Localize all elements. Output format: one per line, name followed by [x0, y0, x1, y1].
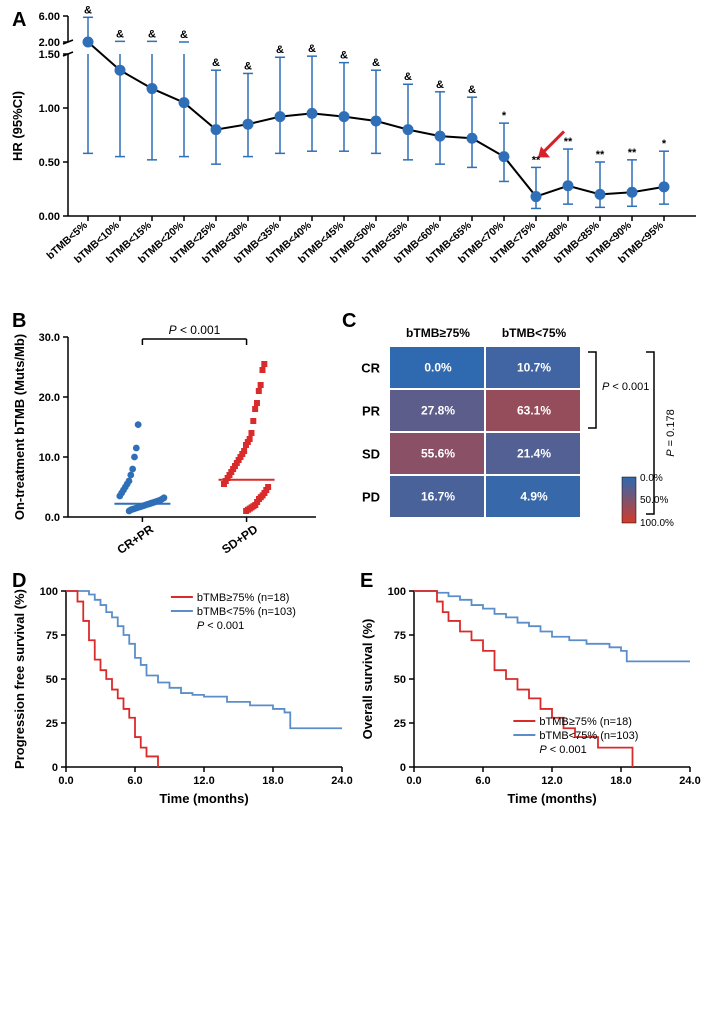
svg-text:100.0%: 100.0%: [640, 518, 674, 529]
svg-text:&: &: [84, 6, 92, 16]
svg-text:CR+PR: CR+PR: [114, 522, 156, 557]
svg-text:0.50: 0.50: [39, 157, 60, 169]
svg-text:16.7%: 16.7%: [421, 490, 455, 504]
panel-c-chart: C bTMB≥75% bTMB<75% CR 0.0% 10.7% PR 27.8% 63.1…: [336, 307, 702, 567]
svg-text:18.0: 18.0: [610, 775, 631, 787]
svg-text:75: 75: [394, 630, 406, 642]
panel-d-chart: D 0 25 50 75 100 0.0 6.0 12.0 18.0 24.0 Progressio…: [6, 567, 354, 817]
svg-text:0.0%: 0.0%: [640, 473, 663, 484]
svg-text:CR: CR: [361, 361, 380, 376]
svg-text:24.0: 24.0: [679, 775, 700, 787]
svg-text:PD: PD: [362, 490, 380, 505]
svg-text:**: **: [596, 149, 605, 161]
panel-c-label: C: [342, 310, 356, 332]
svg-text:SD: SD: [362, 447, 380, 462]
svg-text:2.00: 2.00: [39, 37, 60, 49]
svg-text:30.0: 30.0: [39, 332, 60, 344]
svg-text:1.50: 1.50: [39, 49, 60, 61]
svg-text:PR: PR: [362, 404, 381, 419]
svg-text:10.0: 10.0: [39, 452, 60, 464]
panel-a-chart: A 0.000.501.001.502.006.00HR (95%CI)&bTM…: [6, 6, 702, 302]
svg-text:6.0: 6.0: [475, 775, 490, 787]
svg-text:SD+PD: SD+PD: [219, 522, 260, 557]
svg-text:P < 0.001: P < 0.001: [539, 744, 586, 756]
svg-text:&: &: [340, 50, 348, 62]
svg-text:0.0: 0.0: [406, 775, 421, 787]
svg-text:24.0: 24.0: [331, 775, 352, 787]
svg-text:P = 0.178: P = 0.178: [665, 409, 677, 456]
svg-text:bTMB≥75% (n=18): bTMB≥75% (n=18): [539, 716, 632, 728]
panel-a-container: A 0.000.501.001.502.006.00HR (95%CI)&bTM…: [6, 6, 702, 307]
svg-text:&: &: [308, 43, 316, 55]
svg-text:Time (months): Time (months): [507, 791, 596, 806]
svg-text:*: *: [502, 110, 507, 122]
svg-text:6.0: 6.0: [127, 775, 142, 787]
svg-text:&: &: [148, 28, 156, 40]
svg-text:bTMB<75% (n=103): bTMB<75% (n=103): [197, 606, 296, 618]
svg-text:&: &: [212, 57, 220, 69]
svg-text:&: &: [244, 60, 252, 72]
svg-text:12.0: 12.0: [541, 775, 562, 787]
svg-text:HR (95%CI): HR (95%CI): [10, 91, 25, 161]
svg-text:18.0: 18.0: [262, 775, 283, 787]
svg-text:Progression free survival (%): Progression free survival (%): [12, 589, 27, 769]
svg-text:P < 0.001: P < 0.001: [197, 620, 244, 632]
svg-text:**: **: [628, 147, 637, 159]
panel-b-chart: B 0.0 10.0 20.0 30.0 On-treatment bTMB (Muts…: [6, 307, 336, 567]
svg-text:0: 0: [400, 762, 406, 774]
svg-text:&: &: [276, 44, 284, 56]
svg-text:0: 0: [52, 762, 58, 774]
svg-text:bTMB≥75% (n=18): bTMB≥75% (n=18): [197, 592, 290, 604]
svg-text:&: &: [436, 79, 444, 91]
svg-text:0.00: 0.00: [39, 211, 60, 223]
svg-text:&: &: [468, 84, 476, 96]
svg-text:1.00: 1.00: [39, 103, 60, 115]
svg-text:**: **: [564, 136, 573, 148]
panel-e-label: E: [360, 570, 373, 592]
svg-text:21.4%: 21.4%: [517, 447, 551, 461]
svg-text:55.6%: 55.6%: [421, 447, 455, 461]
svg-text:4.9%: 4.9%: [520, 490, 548, 504]
svg-text:*: *: [662, 138, 667, 150]
row-bc: B 0.0 10.0 20.0 30.0 On-treatment bTMB (Muts…: [6, 307, 702, 567]
svg-text:20.0: 20.0: [39, 392, 60, 404]
svg-text:&: &: [404, 71, 412, 83]
svg-text:6.00: 6.00: [39, 11, 60, 23]
svg-text:0.0: 0.0: [58, 775, 73, 787]
svg-text:bTMB<75% (n=103): bTMB<75% (n=103): [539, 730, 638, 742]
panel-d-label: D: [12, 570, 26, 592]
svg-text:P < 0.001: P < 0.001: [169, 323, 221, 337]
svg-text:0.0%: 0.0%: [424, 361, 452, 375]
row-de: D 0 25 50 75 100 0.0 6.0 12.0 18.0 24.0 Progressio…: [6, 567, 702, 817]
svg-text:100: 100: [388, 586, 406, 598]
svg-text:75: 75: [46, 630, 58, 642]
svg-text:10.7%: 10.7%: [517, 361, 551, 375]
svg-text:25: 25: [394, 718, 406, 730]
svg-text:27.8%: 27.8%: [421, 404, 455, 418]
svg-text:&: &: [116, 28, 124, 40]
svg-text:50.0%: 50.0%: [640, 495, 668, 506]
svg-text:0.0: 0.0: [45, 512, 60, 524]
svg-text:Time (months): Time (months): [159, 791, 248, 806]
svg-text:Overall survival (%): Overall survival (%): [360, 619, 375, 740]
svg-text:&: &: [180, 29, 188, 41]
svg-text:12.0: 12.0: [193, 775, 214, 787]
svg-text:&: &: [372, 57, 380, 69]
svg-text:25: 25: [46, 718, 58, 730]
svg-text:On-treatment bTMB (Muts/Mb): On-treatment bTMB (Muts/Mb): [12, 334, 27, 520]
svg-text:bTMB<75%: bTMB<75%: [502, 326, 567, 340]
svg-text:P < 0.001: P < 0.001: [602, 381, 649, 393]
svg-text:50: 50: [394, 674, 406, 686]
panel-b-label: B: [12, 310, 26, 332]
panel-e-chart: E 0 25 50 75 100 0.0 6.0 12.0 18.0 24.0 Overall su…: [354, 567, 702, 817]
panel-a-label: A: [12, 9, 26, 31]
svg-text:63.1%: 63.1%: [517, 404, 551, 418]
svg-text:50: 50: [46, 674, 58, 686]
svg-text:bTMB≥75%: bTMB≥75%: [406, 326, 470, 340]
svg-text:100: 100: [40, 586, 58, 598]
